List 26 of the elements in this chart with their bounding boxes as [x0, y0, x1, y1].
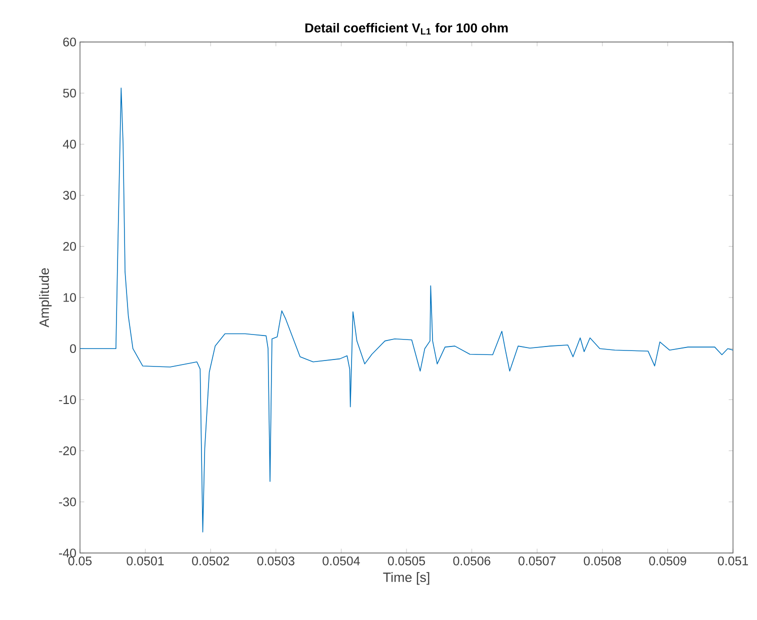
x-tick-label: 0.051	[718, 556, 748, 566]
y-tick-label: -40	[59, 548, 76, 558]
y-tick-label: -30	[59, 498, 76, 506]
x-tick-label: 0.05	[68, 556, 92, 566]
y-tick-label: -20	[59, 446, 76, 456]
x-tick-label: 0.0507	[518, 556, 556, 566]
y-tick-label: 60	[63, 38, 76, 46]
x-tick-label: 0.0501	[126, 556, 164, 566]
chart-title: Detail coefficient V$_{L1}$ for 100 ohm	[305, 22, 508, 35]
x-tick-label: 0.0502	[192, 556, 230, 566]
x-tick-label: 0.0506	[453, 556, 490, 566]
y-tick-label: 30	[63, 190, 76, 200]
line-series	[80, 88, 734, 532]
x-tick-label: 0.0505	[388, 556, 426, 566]
y-tick-label: 0	[70, 344, 76, 354]
y-tick-label: 40	[62, 140, 76, 149]
x-axis-title: Time [s]	[383, 572, 430, 585]
y-tick-label: -10	[59, 395, 76, 404]
x-tick-label: 0.0508	[584, 556, 621, 566]
x-tick-label: 0.0503	[257, 556, 294, 566]
y-tick-label: 50	[63, 88, 76, 98]
y-tick-label: 10	[64, 293, 76, 302]
y-axis-title: Amplitude	[39, 268, 52, 328]
y-tick-label: 20	[63, 242, 76, 251]
x-tick-label: 0.0504	[322, 556, 360, 566]
x-tick-label: 0.0509	[649, 556, 686, 566]
